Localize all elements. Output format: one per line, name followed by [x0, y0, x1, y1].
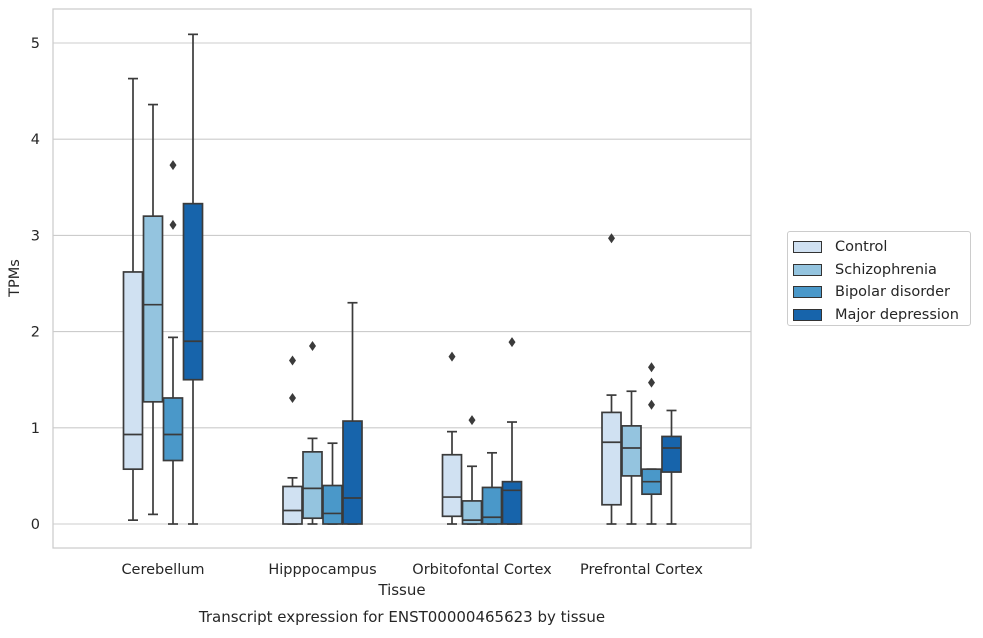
outlier-point [508, 337, 516, 348]
box-iqr [282, 485, 303, 525]
legend-item-bipolar-disorder: Bipolar disorder [793, 281, 970, 304]
outlier-point [608, 233, 615, 244]
plot-area-frame [52, 8, 752, 549]
y-tick-label: 1 [31, 421, 40, 437]
box-group-control-hipppocampus [282, 355, 303, 525]
legend-swatch-schizophrenia [793, 263, 822, 276]
y-tick-label: 3 [31, 228, 40, 244]
box-group-control-prefrontal-cortex [601, 233, 622, 525]
legend-swatch-major-depression [793, 308, 822, 321]
legend-swatch-bipolar-disorder [793, 286, 822, 299]
legend-item-schizophrenia: Schizophrenia [793, 259, 970, 282]
box-group-control-cerebellum [122, 77, 144, 522]
box-group-control-orbitofontal-cortex [441, 351, 463, 525]
legend-label-bipolar-disorder: Bipolar disorder [835, 284, 950, 301]
outlier-point [169, 160, 177, 171]
box-iqr [461, 500, 483, 525]
legend: Control Schizophrenia Bipolar disorder M… [787, 231, 971, 326]
outlier-point [448, 351, 456, 362]
box-group-major-depression-cerebellum [182, 33, 204, 525]
outlier-point [289, 355, 296, 366]
box-group-schizophrenia-prefrontal-cortex [621, 390, 642, 525]
y-axis-label: TPMs [7, 259, 23, 298]
outlier-point [648, 399, 655, 410]
legend-item-control: Control [793, 236, 970, 259]
box-iqr [302, 451, 323, 520]
box-iqr [342, 420, 363, 525]
y-tick-label: 2 [31, 325, 40, 341]
box-series [122, 33, 682, 525]
y-tick-label: 5 [31, 36, 40, 52]
legend-label-control: Control [835, 239, 888, 256]
outlier-point [468, 415, 476, 426]
box-iqr [481, 486, 503, 525]
outlier-point [289, 392, 296, 403]
legend-swatch-control [793, 241, 822, 254]
box-iqr [661, 435, 682, 473]
legend-label-major-depression: Major depression [835, 306, 959, 323]
chart-caption: Transcript expression for ENST0000046562… [198, 608, 605, 626]
outlier-point [648, 362, 655, 373]
outlier-point [169, 219, 177, 230]
x-tick-label-prefrontal-cortex: Prefrontal Cortex [580, 562, 703, 578]
y-tick-label: 4 [31, 132, 40, 148]
box-iqr [162, 397, 184, 462]
box-iqr [441, 453, 463, 518]
box-group-bipolar-disorder-orbitofontal-cortex [481, 451, 503, 525]
legend-label-schizophrenia: Schizophrenia [835, 261, 937, 278]
y-axis-ticks: 0 1 2 3 4 5 [31, 36, 40, 533]
box-iqr [122, 271, 144, 471]
box-group-bipolar-disorder-hipppocampus [322, 442, 343, 525]
box-iqr [322, 484, 343, 525]
box-group-major-depression-prefrontal-cortex [661, 409, 682, 525]
outlier-point [648, 377, 655, 388]
box-group-schizophrenia-hipppocampus [302, 341, 323, 525]
box-group-bipolar-disorder-cerebellum [162, 160, 184, 525]
box-iqr [621, 425, 642, 477]
box-group-schizophrenia-orbitofontal-cortex [461, 415, 483, 525]
x-tick-label-hipppocampus: Hipppocampus [268, 562, 376, 578]
box-iqr [142, 215, 164, 403]
outlier-point [309, 341, 316, 352]
legend-item-major-depression: Major depression [793, 304, 970, 327]
box-group-major-depression-orbitofontal-cortex [501, 337, 523, 525]
box-iqr [182, 202, 204, 381]
x-axis-ticks: Cerebellum Hipppocampus Orbitofontal Corte… [121, 562, 703, 578]
x-tick-label-orbitofontal-cortex: Orbitofontal Cortex [412, 562, 552, 578]
box-iqr [601, 411, 622, 506]
x-tick-label-cerebellum: Cerebellum [121, 562, 204, 578]
y-tick-label: 0 [31, 517, 40, 533]
box-group-major-depression-hipppocampus [342, 301, 363, 525]
box-group-schizophrenia-cerebellum [142, 103, 164, 516]
x-axis-label: Tissue [377, 581, 425, 599]
box-iqr [501, 480, 523, 525]
box-group-bipolar-disorder-prefrontal-cortex [641, 362, 662, 525]
